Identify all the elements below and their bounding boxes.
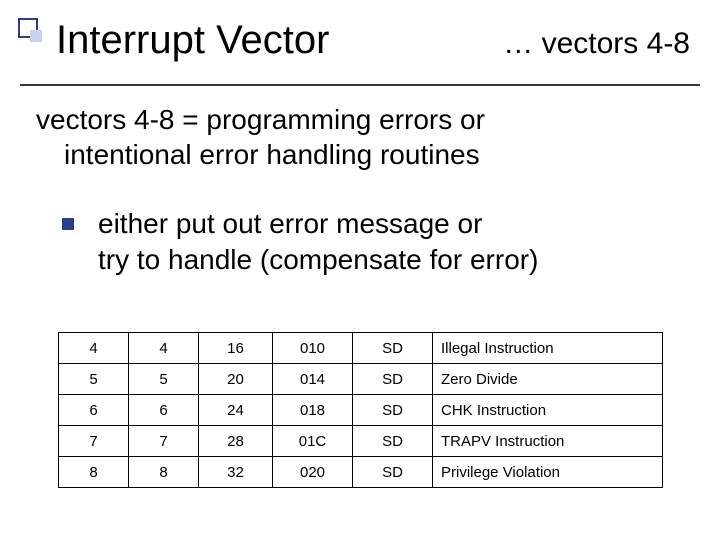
table-cell: 8: [129, 457, 199, 488]
table-cell: 010: [273, 333, 353, 364]
table-cell: 8: [59, 457, 129, 488]
bullet-line-1: either put out error message or: [98, 206, 538, 242]
slide: Interrupt Vector … vectors 4-8 vectors 4…: [0, 0, 720, 540]
table-cell: SD: [353, 364, 433, 395]
table-cell: SD: [353, 395, 433, 426]
table-cell: 24: [199, 395, 273, 426]
title-rule: [20, 84, 700, 86]
body-text: vectors 4-8 = programming errors or inte…: [36, 102, 680, 172]
table-cell: 7: [59, 426, 129, 457]
table-cell: 20: [199, 364, 273, 395]
table-cell: 6: [129, 395, 199, 426]
table-row: 5520014SDZero Divide: [59, 364, 663, 395]
table-row: 8832020SDPrivilege Violation: [59, 457, 663, 488]
vector-table-grid: 4416010SDIllegal Instruction5520014SDZer…: [58, 332, 663, 488]
bullet-line-2: try to handle (compensate for error): [98, 242, 538, 278]
table-cell: SD: [353, 333, 433, 364]
bullet-item: either put out error message or try to h…: [62, 206, 680, 279]
table-cell: 6: [59, 395, 129, 426]
table-cell: SD: [353, 426, 433, 457]
table-cell: 4: [59, 333, 129, 364]
table-cell: 018: [273, 395, 353, 426]
table-row: 4416010SDIllegal Instruction: [59, 333, 663, 364]
bullet-text: either put out error message or try to h…: [98, 206, 538, 279]
title-row: Interrupt Vector … vectors 4-8: [56, 18, 690, 63]
slide-title: Interrupt Vector: [56, 18, 329, 63]
table-cell: 01C: [273, 426, 353, 457]
table-cell: 020: [273, 457, 353, 488]
table-row: 772801CSDTRAPV Instruction: [59, 426, 663, 457]
table-cell: Zero Divide: [433, 364, 663, 395]
table-cell: TRAPV Instruction: [433, 426, 663, 457]
table-cell: 32: [199, 457, 273, 488]
table-cell: 28: [199, 426, 273, 457]
table-cell: 5: [59, 364, 129, 395]
body-line-2: intentional error handling routines: [36, 137, 680, 172]
accent-solid-square: [30, 30, 42, 42]
table-cell: Privilege Violation: [433, 457, 663, 488]
table-cell: 7: [129, 426, 199, 457]
table-cell: 5: [129, 364, 199, 395]
body-line-1: vectors 4-8 = programming errors or: [36, 102, 680, 137]
table-cell: 16: [199, 333, 273, 364]
table-cell: SD: [353, 457, 433, 488]
table-row: 6624018SDCHK Instruction: [59, 395, 663, 426]
table-cell: CHK Instruction: [433, 395, 663, 426]
table-cell: Illegal Instruction: [433, 333, 663, 364]
table-cell: 4: [129, 333, 199, 364]
bullet-square-icon: [62, 218, 74, 230]
table-cell: 014: [273, 364, 353, 395]
slide-subtitle: … vectors 4-8: [503, 27, 690, 61]
vector-table: 4416010SDIllegal Instruction5520014SDZer…: [58, 332, 662, 488]
bullet-block: either put out error message or try to h…: [62, 206, 680, 279]
